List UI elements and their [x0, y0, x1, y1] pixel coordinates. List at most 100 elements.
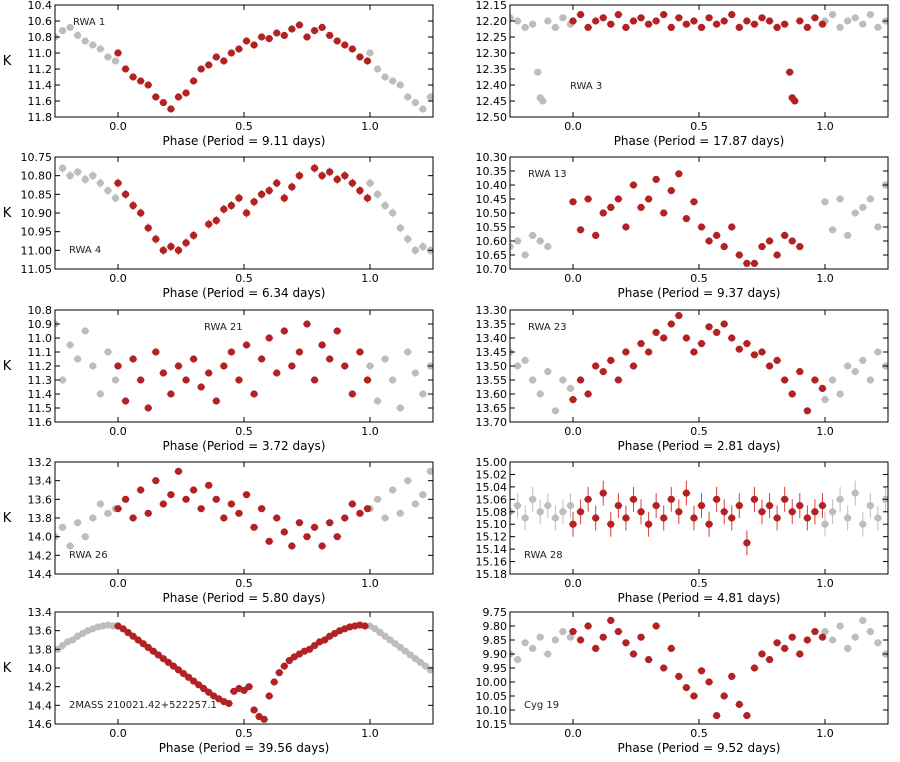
folded-point: [836, 495, 844, 503]
data-point: [212, 216, 220, 225]
data-points: [55, 320, 433, 412]
data-point: [750, 351, 759, 359]
data-point: [321, 636, 329, 644]
y-tick-label: 11.3: [28, 374, 53, 387]
data-point: [341, 362, 349, 370]
y-tick-label: 9.95: [483, 662, 508, 675]
data-point: [184, 673, 193, 681]
data-point: [258, 33, 266, 41]
y-tick-label: 10.95: [21, 226, 53, 239]
folded-point: [111, 194, 120, 202]
data-point: [614, 628, 622, 636]
folded-point: [828, 11, 837, 19]
folded-point: [74, 168, 82, 176]
y-tick-label: 10.80: [21, 170, 53, 183]
folded-point: [406, 651, 414, 659]
data-point: [220, 362, 228, 370]
data-point: [750, 495, 759, 503]
data-point: [690, 198, 698, 206]
data-point: [569, 628, 577, 636]
data-point: [280, 662, 288, 670]
data-point: [220, 57, 228, 65]
data-point: [258, 505, 266, 513]
data-point: [227, 348, 235, 356]
folded-point: [510, 14, 514, 22]
x-tick-label: 0.0: [109, 425, 127, 438]
data-point: [720, 320, 728, 328]
data-point: [645, 656, 653, 664]
data-point: [182, 239, 190, 247]
folded-point: [373, 190, 382, 198]
data-point: [728, 672, 736, 681]
y-axis-label: K: [3, 359, 12, 374]
y-tick-label: 10.85: [21, 188, 53, 201]
folded-point: [404, 93, 412, 101]
data-point: [137, 209, 145, 217]
data-point: [190, 355, 198, 363]
y-tick-label: 15.16: [476, 556, 508, 569]
folded-point: [529, 376, 537, 384]
data-point: [791, 97, 799, 105]
data-point: [288, 25, 296, 33]
panel-7: 0.0 0.5 1.0 13.2 13.4 13.6 13.8 14.0 14.2 14.4 Pha…: [3, 456, 434, 605]
folded-point: [81, 327, 89, 335]
data-point: [348, 45, 356, 53]
x-tick-label: 0.5: [690, 120, 708, 133]
data-point: [333, 37, 341, 45]
data-point: [119, 625, 127, 633]
y-tick-label: 14.0: [28, 531, 53, 544]
data-point: [295, 172, 304, 180]
data-point: [240, 686, 248, 695]
data-point: [622, 223, 630, 231]
data-point: [137, 77, 145, 85]
folded-point: [851, 633, 859, 641]
data-point: [356, 187, 364, 195]
folded-point: [104, 187, 112, 195]
y-axis-label: K: [3, 661, 12, 676]
data-point: [356, 348, 364, 356]
star-name-label: RWA 1: [73, 17, 105, 28]
folded-point: [389, 77, 397, 85]
data-point: [576, 376, 585, 384]
x-axis-label: Phase (Period = 2.81 days): [618, 439, 781, 453]
y-tick-label: 10.8: [28, 304, 53, 317]
y-tick-label: 10.15: [476, 718, 508, 731]
data-point: [584, 495, 592, 503]
data-point: [310, 27, 319, 35]
data-point: [174, 93, 183, 101]
y-tick-label: 13.2: [28, 456, 53, 469]
data-point: [205, 61, 213, 69]
y-tick-label: 12.20: [476, 15, 508, 28]
folded-point: [551, 407, 559, 415]
data-point: [592, 17, 600, 25]
data-point: [682, 684, 691, 692]
data-point: [705, 520, 713, 528]
data-point: [363, 376, 372, 384]
folded-point: [874, 23, 882, 31]
folded-point: [381, 514, 389, 522]
data-point: [599, 14, 607, 22]
folded-point: [419, 390, 427, 398]
data-point: [645, 195, 653, 203]
y-tick-label: 12.40: [476, 79, 508, 92]
folded-point: [81, 37, 89, 45]
data-point: [720, 692, 728, 700]
panel-2: 0.0 0.5 1.0 12.15 12.20 12.25 12.30 12.35 12.40 1…: [476, 0, 889, 148]
y-tick-label: 11.8: [28, 111, 53, 124]
data-point: [682, 334, 691, 342]
data-point: [200, 684, 208, 693]
data-point: [190, 77, 198, 85]
data-point: [735, 251, 743, 259]
data-point: [576, 508, 585, 516]
data-point: [265, 334, 273, 342]
data-point: [796, 501, 804, 510]
data-point: [622, 514, 630, 522]
data-point: [212, 397, 220, 405]
data-point: [265, 35, 273, 43]
data-point: [250, 706, 258, 714]
data-point: [637, 340, 645, 348]
data-point: [159, 99, 167, 107]
data-point: [765, 362, 774, 370]
y-tick-label: 13.65: [476, 402, 508, 415]
